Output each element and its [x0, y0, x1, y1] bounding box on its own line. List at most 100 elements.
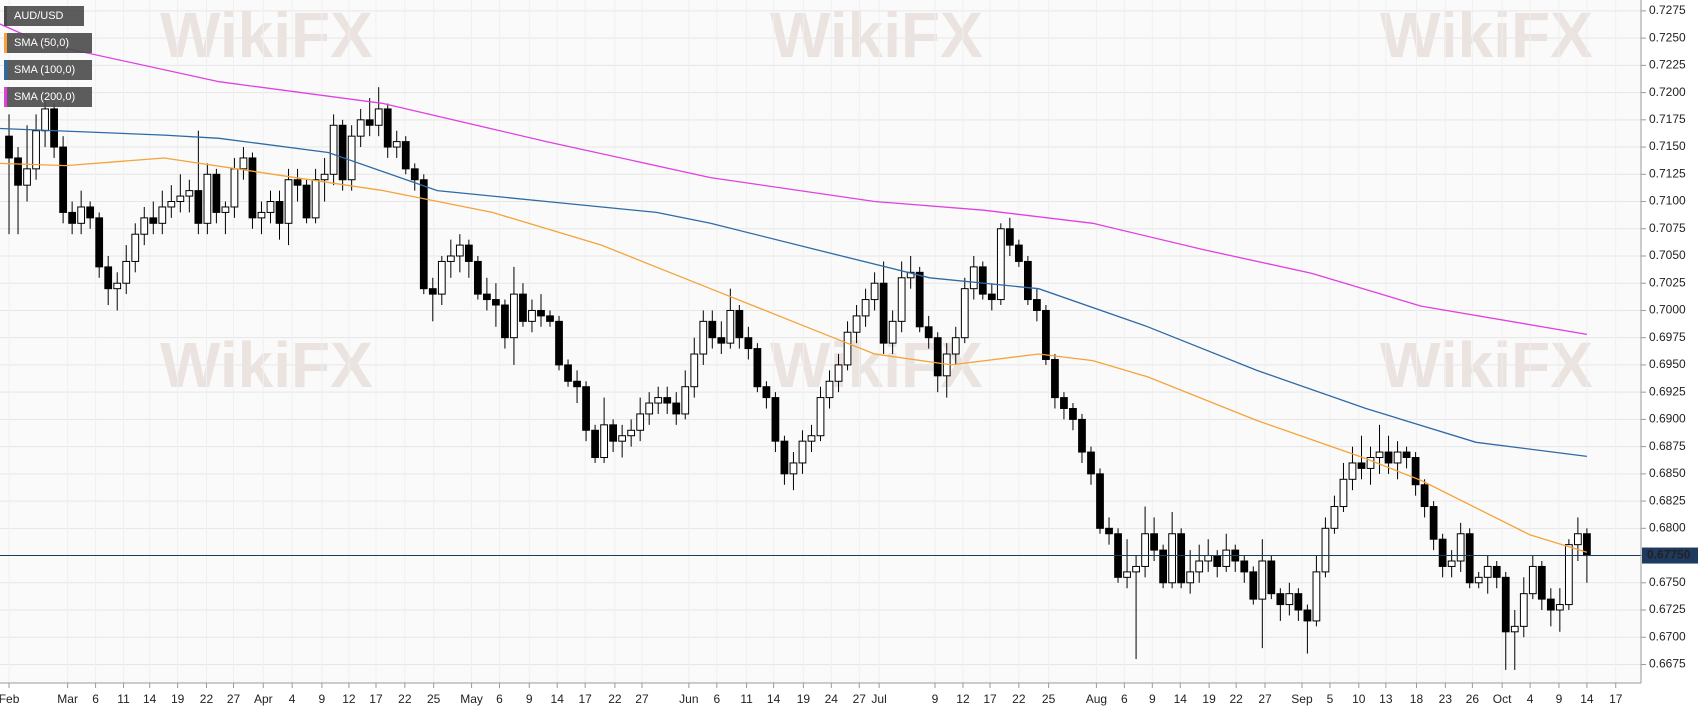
y-tick-label: 0.7050 [1649, 248, 1686, 262]
x-tick-label: 6 [92, 692, 99, 706]
candle-body [257, 211, 266, 219]
legend-swatch [4, 60, 7, 80]
candle-body [582, 386, 590, 431]
candle-body [1285, 593, 1294, 606]
candle-body [834, 364, 843, 382]
candle-body [555, 320, 563, 366]
x-tick-label: 22 [398, 692, 412, 706]
legend-label: AUD/USD [14, 10, 64, 22]
x-tick-label: 6 [713, 692, 720, 706]
candle-body [1141, 533, 1149, 567]
candle-body [672, 402, 681, 415]
candle-body [1519, 593, 1528, 627]
candle-body [735, 309, 744, 339]
y-tick-label: 0.6900 [1649, 412, 1686, 426]
candle-body [131, 233, 140, 262]
x-tick-label: 9 [1556, 692, 1563, 706]
candle-body [1177, 533, 1186, 584]
candle-body [1051, 358, 1059, 399]
candle-body [1429, 506, 1438, 540]
candle-body [302, 184, 311, 219]
candle-body [1294, 593, 1303, 611]
plot-background [0, 0, 1641, 683]
x-tick-label: 22 [1229, 692, 1243, 706]
candle-body [762, 386, 771, 399]
candle-body [5, 135, 13, 159]
candle-body [510, 293, 518, 339]
candle-body [86, 206, 95, 219]
candle-body [347, 135, 356, 181]
y-tick-label: 0.7250 [1649, 30, 1686, 44]
candle-body [1537, 565, 1546, 600]
candle-body [1339, 478, 1348, 508]
watermark: WikiFX [770, 0, 983, 71]
y-tick-label: 0.7175 [1649, 112, 1686, 126]
candle-body [960, 288, 969, 339]
candle-body [996, 228, 1005, 301]
candle-body [969, 266, 978, 290]
candle-body [365, 119, 374, 126]
candle-body [1321, 527, 1330, 573]
candle-body [203, 173, 212, 224]
x-tick-label: 27 [1258, 692, 1272, 706]
x-tick-label: 27 [227, 692, 241, 706]
candle-body [1168, 533, 1177, 584]
legend-label: SMA (50,0) [14, 37, 69, 49]
candle-body [14, 157, 22, 186]
candle-body [978, 266, 987, 295]
x-tick-label: 18 [1410, 692, 1424, 706]
candle-body [1312, 571, 1321, 622]
x-tick-label: 19 [171, 692, 185, 706]
x-tick-label: 9 [1149, 692, 1156, 706]
x-tick-label: 11 [740, 692, 753, 706]
candle-body [293, 179, 302, 186]
candle-body [1267, 560, 1276, 595]
legend-swatch [4, 6, 7, 26]
candle-body [1546, 598, 1555, 611]
x-tick-label: 24 [825, 692, 839, 706]
x-tick-label: 27 [635, 692, 649, 706]
candle-body [915, 271, 924, 328]
candle-body [392, 141, 401, 148]
x-tick-label: 23 [1439, 692, 1453, 706]
x-tick-label: May [460, 692, 483, 706]
x-tick-label: 4 [289, 692, 296, 706]
y-tick-label: 0.6975 [1649, 330, 1686, 344]
candle-body [122, 260, 131, 284]
candle-body [861, 299, 870, 317]
candle-body [410, 168, 419, 181]
candle-body [1348, 462, 1357, 480]
candle-body [843, 331, 852, 366]
legend-swatch [4, 33, 7, 53]
candle-body [1510, 625, 1519, 633]
watermark: WikiFX [1380, 0, 1593, 71]
candle-body [1474, 576, 1483, 584]
candle-body [564, 364, 572, 382]
candle-body [726, 309, 735, 344]
candle-body [59, 146, 67, 213]
candle-body [311, 179, 320, 219]
x-tick-label: 6 [496, 692, 503, 706]
x-tick-label: Jul [871, 692, 886, 706]
x-tick-label: 17 [369, 692, 383, 706]
candle-body [1069, 407, 1077, 420]
candle-body [933, 337, 942, 377]
candle-body [951, 337, 960, 355]
candle-body [1087, 451, 1095, 475]
x-tick-label: 25 [427, 692, 441, 706]
candle-body [356, 119, 365, 137]
candle-body [320, 173, 329, 181]
y-tick-label: 0.6700 [1649, 629, 1686, 643]
candle-body [1258, 560, 1267, 600]
y-tick-label: 0.7075 [1649, 221, 1686, 235]
candle-body [338, 124, 347, 181]
candle-body [284, 179, 293, 224]
candle-body [473, 260, 482, 295]
y-tick-label: 0.7150 [1649, 139, 1686, 153]
candle-body [1023, 260, 1032, 301]
y-tick-label: 0.6800 [1649, 520, 1686, 534]
candle-body [798, 440, 807, 464]
candle-body [275, 201, 284, 224]
candle-body [1132, 565, 1140, 573]
